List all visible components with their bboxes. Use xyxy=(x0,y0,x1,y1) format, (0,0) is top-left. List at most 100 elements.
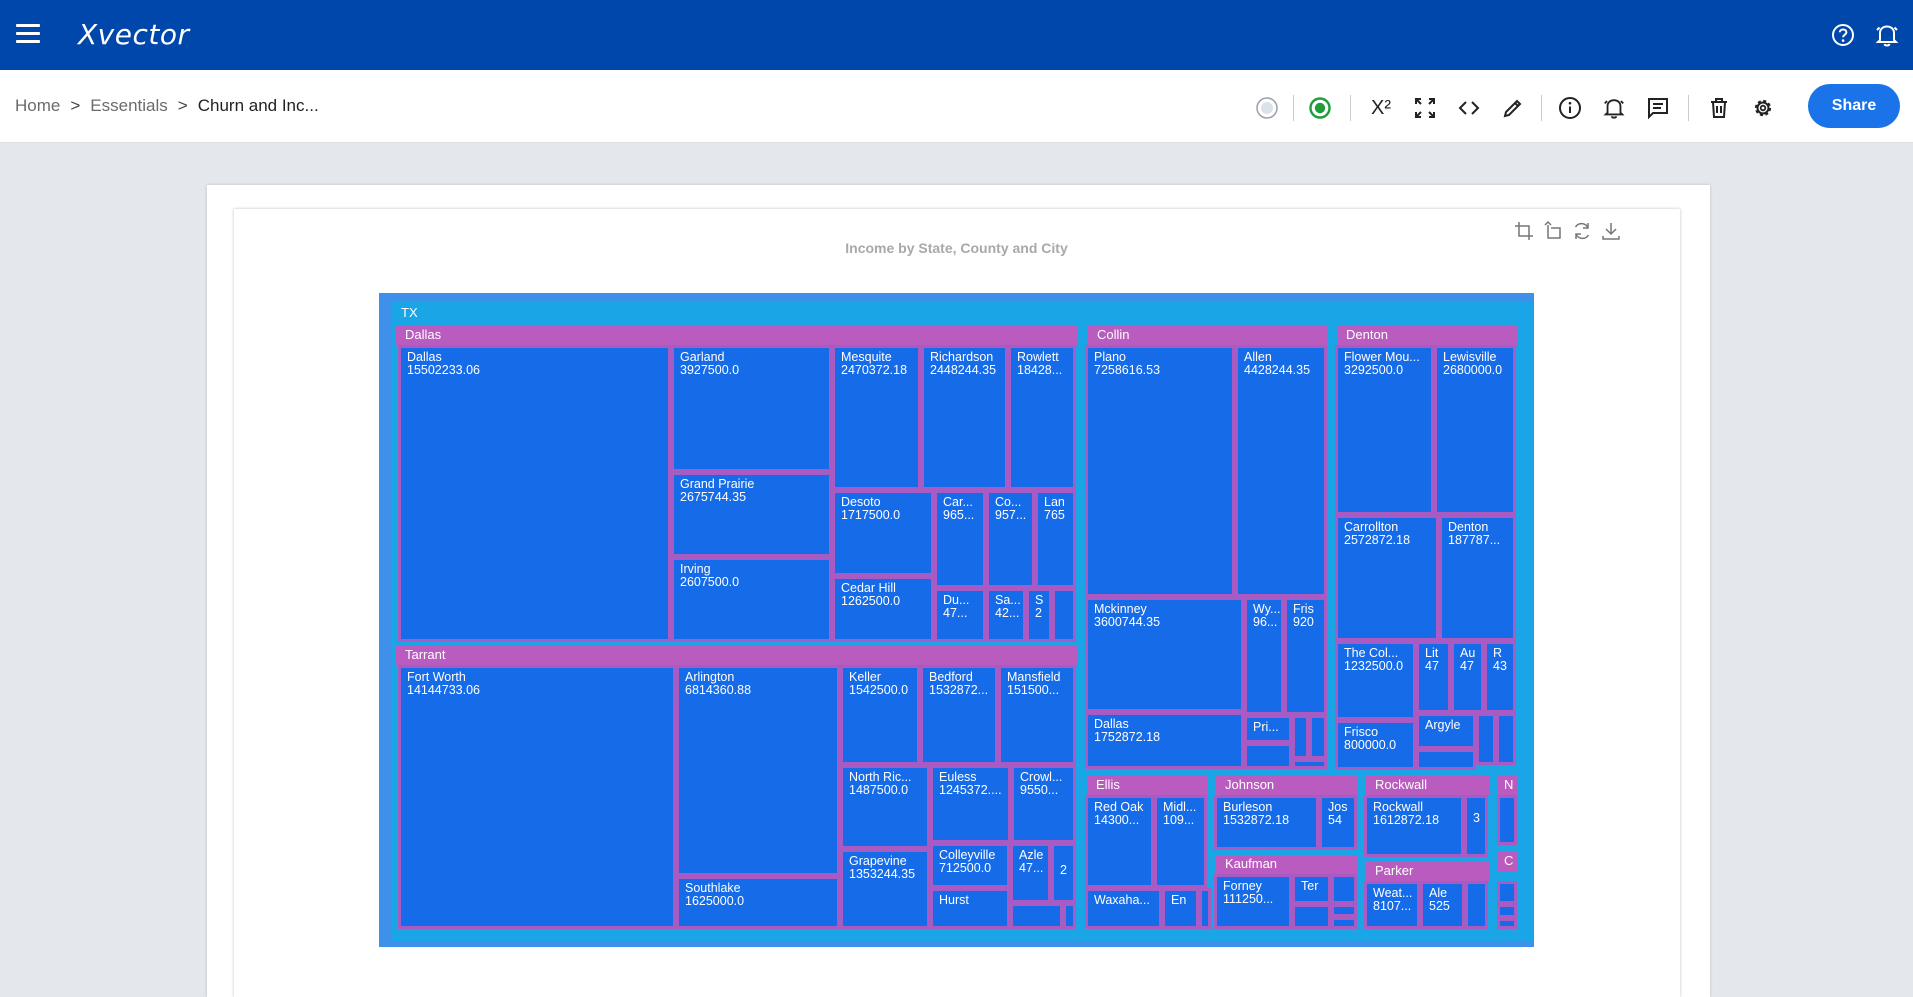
treemap-cell[interactable]: Bedford 1532872... xyxy=(920,665,998,765)
treemap-cell[interactable]: Allen 4428244.35 xyxy=(1235,345,1327,597)
treemap-cell[interactable] xyxy=(1497,795,1517,845)
treemap-cell[interactable]: Weat... 8107... xyxy=(1364,881,1420,929)
treemap-cell[interactable]: Irving 2607500.0 xyxy=(671,557,832,642)
treemap-cell[interactable]: Jos 54 xyxy=(1319,795,1357,850)
treemap-cell[interactable]: Midl... 109... xyxy=(1154,795,1207,888)
treemap-cell[interactable]: Carrollton 2572872.18 xyxy=(1335,515,1439,641)
treemap-cell[interactable]: North Ric... 1487500.0 xyxy=(840,765,930,849)
treemap-cell[interactable]: Sa... 42... xyxy=(986,588,1026,642)
settings-gear-icon[interactable] xyxy=(1749,94,1777,122)
treemap-cell[interactable]: Dallas 1752872.18 xyxy=(1085,712,1244,769)
treemap-cell[interactable]: Colleyville 712500.0 xyxy=(930,843,1010,888)
treemap-cell[interactable]: Argyle xyxy=(1416,713,1476,749)
county-header-kaufman[interactable]: Kaufman xyxy=(1216,855,1358,874)
treemap-cell[interactable] xyxy=(1331,874,1357,904)
treemap-cell[interactable] xyxy=(1497,918,1517,929)
treemap-cell[interactable]: Ale 525 xyxy=(1420,881,1465,929)
refresh-icon[interactable] xyxy=(1572,221,1592,241)
treemap-cell[interactable]: 3 xyxy=(1464,795,1488,857)
treemap-cell[interactable] xyxy=(1465,881,1488,929)
embed-code-icon[interactable] xyxy=(1455,94,1483,122)
treemap-cell[interactable]: Grand Prairie 2675744.35 xyxy=(671,472,832,557)
treemap-cell[interactable]: Au 47 xyxy=(1451,641,1484,713)
info-icon[interactable] xyxy=(1556,94,1584,122)
treemap-cell[interactable] xyxy=(1476,713,1496,765)
reset-crop-icon[interactable] xyxy=(1543,220,1563,241)
treemap-cell[interactable]: Co... 957... xyxy=(986,490,1035,588)
treemap-cell[interactable] xyxy=(1063,903,1076,929)
treemap-cell[interactable]: R 43 xyxy=(1484,641,1516,713)
treemap-cell[interactable]: Azle 47... xyxy=(1010,843,1051,903)
treemap-cell[interactable]: Lewisville 2680000.0 xyxy=(1434,345,1516,515)
treemap-cell[interactable]: Rockwall 1612872.18 xyxy=(1364,795,1464,857)
county-header-tarrant[interactable]: Tarrant xyxy=(396,646,1077,665)
county-header-collin[interactable]: Collin xyxy=(1088,326,1328,345)
treemap-cell[interactable]: Fort Worth 14144733.06 xyxy=(398,665,676,929)
treemap-cell[interactable]: Mckinney 3600744.35 xyxy=(1085,597,1244,712)
treemap-cell[interactable]: Lit 47 xyxy=(1416,641,1451,713)
treemap-cell[interactable]: Arlington 6814360.88 xyxy=(676,665,840,876)
breadcrumb-essentials[interactable]: Essentials xyxy=(90,96,168,115)
treemap-cell[interactable] xyxy=(1292,904,1331,929)
formula-icon[interactable]: X² xyxy=(1371,96,1391,119)
crop-icon[interactable] xyxy=(1514,221,1534,241)
treemap-cell[interactable]: Wy... 96... xyxy=(1244,597,1284,715)
treemap-cell[interactable] xyxy=(1292,759,1327,769)
county-header-dallas[interactable]: Dallas xyxy=(396,326,1077,345)
county-header-n[interactable]: N xyxy=(1497,776,1517,795)
treemap-cell[interactable]: The Col... 1232500.0 xyxy=(1335,641,1416,720)
treemap-cell[interactable] xyxy=(1416,749,1476,770)
county-header-ellis[interactable]: Ellis xyxy=(1087,776,1208,795)
treemap-cell[interactable]: Southlake 1625000.0 xyxy=(676,876,840,929)
live-status-icon[interactable] xyxy=(1306,94,1334,122)
county-header-rockwall[interactable]: Rockwall xyxy=(1366,776,1489,795)
treemap-cell[interactable]: Car... 965... xyxy=(934,490,986,588)
treemap-cell[interactable]: Frisco 800000.0 xyxy=(1335,720,1416,770)
alerts-icon[interactable] xyxy=(1874,22,1900,48)
treemap-cell[interactable]: Cedar Hill 1262500.0 xyxy=(832,576,934,642)
treemap-cell[interactable]: Flower Mou... 3292500.0 xyxy=(1335,345,1434,515)
treemap-cell[interactable]: Forney 111250... xyxy=(1214,874,1292,929)
app-logo[interactable]: Xvector xyxy=(78,18,190,51)
treemap-cell[interactable]: Hurst xyxy=(930,888,1010,929)
treemap-cell[interactable]: Fris 920 xyxy=(1284,597,1327,715)
treemap-cell[interactable]: Red Oak 14300... xyxy=(1085,795,1154,888)
treemap-cell[interactable] xyxy=(1010,903,1063,929)
hamburger-menu-icon[interactable] xyxy=(16,24,40,44)
treemap-cell[interactable]: Denton 187787... xyxy=(1439,515,1516,641)
treemap-cell[interactable]: Richardson 2448244.35 xyxy=(921,345,1008,490)
treemap-cell[interactable] xyxy=(1244,743,1292,769)
treemap-cell[interactable] xyxy=(1292,715,1309,759)
treemap-cell[interactable]: Crowl... 9550... xyxy=(1011,765,1076,843)
treemap-cell[interactable]: Waxaha... xyxy=(1085,888,1162,929)
treemap-cell[interactable]: Dallas 15502233.06 xyxy=(398,345,671,642)
treemap-cell[interactable]: Plano 7258616.53 xyxy=(1085,345,1235,597)
treemap-cell[interactable] xyxy=(1496,713,1516,765)
treemap-cell[interactable]: 2 xyxy=(1051,843,1076,903)
treemap-cell[interactable]: Ter xyxy=(1292,874,1331,904)
treemap-cell[interactable]: Mansfield 151500... xyxy=(998,665,1076,765)
treemap-cell[interactable]: Rowlett 18428... xyxy=(1008,345,1076,490)
fullscreen-icon[interactable] xyxy=(1411,94,1439,122)
treemap-cell[interactable] xyxy=(1497,881,1517,904)
download-icon[interactable] xyxy=(1601,221,1621,241)
treemap-cell[interactable]: Lan 765 xyxy=(1035,490,1076,588)
treemap-cell[interactable] xyxy=(1199,888,1211,929)
breadcrumb-home[interactable]: Home xyxy=(15,96,61,115)
comment-icon[interactable] xyxy=(1644,94,1672,122)
treemap-cell[interactable]: Grapevine 1353244.35 xyxy=(840,849,930,929)
status-placeholder-icon[interactable] xyxy=(1253,94,1281,122)
treemap-cell[interactable]: Pri... xyxy=(1244,715,1292,743)
county-header-c[interactable]: C xyxy=(1497,852,1517,871)
treemap-cell[interactable]: Garland 3927500.0 xyxy=(671,345,832,472)
county-header-denton[interactable]: Denton xyxy=(1337,326,1517,345)
county-header-johnson[interactable]: Johnson xyxy=(1216,776,1358,795)
county-header-parker[interactable]: Parker xyxy=(1366,862,1489,881)
treemap-cell[interactable]: En xyxy=(1162,888,1199,929)
treemap-cell[interactable]: Du... 47... xyxy=(934,588,986,642)
treemap-cell[interactable]: Desoto 1717500.0 xyxy=(832,490,934,576)
alert-bell-icon[interactable] xyxy=(1600,94,1628,122)
treemap-cell[interactable] xyxy=(1052,588,1076,642)
treemap-cell[interactable] xyxy=(1497,904,1517,918)
share-button[interactable]: Share xyxy=(1808,84,1900,128)
